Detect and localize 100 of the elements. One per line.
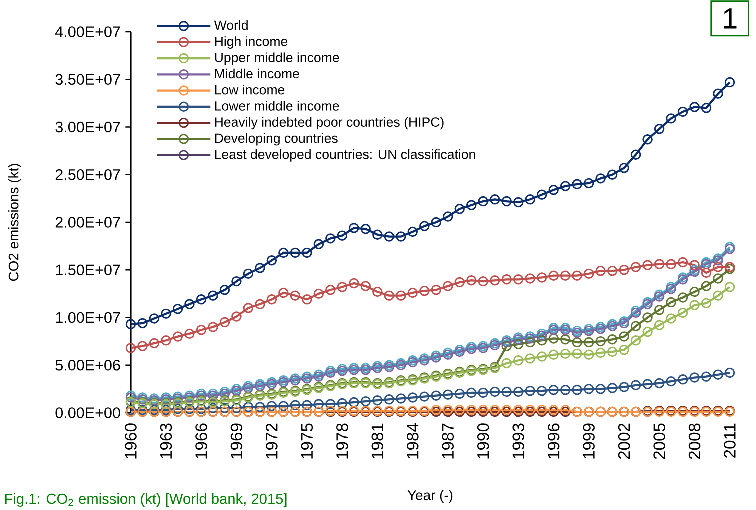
point bbox=[596, 266, 606, 276]
point bbox=[619, 265, 630, 276]
point bbox=[596, 348, 606, 358]
point bbox=[690, 102, 700, 112]
x-tick-label: 1975 bbox=[301, 424, 314, 459]
x-tick-label: 1990 bbox=[477, 424, 490, 459]
point bbox=[255, 263, 266, 274]
point bbox=[536, 190, 548, 200]
point bbox=[701, 298, 712, 309]
point bbox=[584, 178, 594, 189]
point bbox=[349, 397, 360, 408]
point bbox=[607, 346, 618, 358]
point bbox=[278, 401, 289, 412]
point bbox=[630, 150, 642, 160]
point bbox=[502, 274, 512, 285]
point bbox=[513, 339, 524, 350]
point bbox=[607, 266, 618, 276]
point bbox=[443, 281, 454, 292]
point bbox=[337, 398, 348, 409]
y-tick-label: 1.00E+07 bbox=[56, 312, 120, 324]
point bbox=[619, 163, 630, 174]
point bbox=[713, 370, 724, 380]
point bbox=[690, 260, 700, 270]
point bbox=[372, 286, 383, 298]
legend-label: Developing countries bbox=[215, 133, 338, 146]
x-tick-label: 1969 bbox=[230, 424, 243, 459]
point bbox=[196, 404, 207, 414]
point bbox=[337, 230, 348, 241]
point bbox=[384, 290, 395, 301]
point bbox=[548, 334, 559, 344]
point bbox=[138, 318, 148, 329]
point bbox=[513, 274, 524, 285]
point bbox=[502, 341, 512, 352]
point bbox=[724, 368, 736, 378]
point bbox=[126, 319, 136, 330]
point bbox=[678, 106, 688, 118]
point bbox=[278, 248, 289, 258]
point bbox=[149, 338, 160, 349]
point bbox=[572, 179, 582, 190]
point bbox=[408, 288, 418, 298]
point bbox=[630, 336, 642, 346]
point bbox=[384, 394, 395, 405]
point bbox=[701, 268, 712, 278]
point bbox=[161, 336, 172, 346]
point bbox=[184, 299, 195, 310]
point bbox=[525, 194, 536, 205]
point bbox=[149, 314, 160, 324]
point bbox=[584, 384, 594, 394]
legend-label: High income bbox=[215, 36, 288, 49]
point bbox=[337, 282, 348, 292]
point bbox=[678, 257, 688, 268]
y-tick-label: 1.50E+07 bbox=[56, 264, 120, 276]
point bbox=[243, 268, 254, 280]
point bbox=[654, 320, 665, 330]
point bbox=[466, 388, 477, 398]
point bbox=[372, 230, 383, 240]
x-tick-label: 1966 bbox=[196, 424, 208, 459]
point bbox=[326, 399, 336, 410]
point bbox=[196, 294, 207, 305]
legend-label: Low income bbox=[215, 84, 285, 95]
point bbox=[266, 401, 278, 412]
point bbox=[572, 337, 582, 348]
point bbox=[666, 114, 676, 124]
point bbox=[525, 274, 536, 284]
point bbox=[642, 326, 653, 338]
point bbox=[560, 181, 571, 192]
point bbox=[431, 390, 442, 401]
point bbox=[654, 305, 665, 316]
text: 1 bbox=[724, 8, 737, 29]
x-tick-label: 2011 bbox=[724, 424, 736, 458]
point bbox=[290, 248, 301, 258]
point bbox=[396, 394, 406, 404]
point bbox=[536, 352, 548, 362]
x-tick-label: 1963 bbox=[160, 424, 172, 459]
point bbox=[548, 385, 559, 396]
point bbox=[690, 286, 700, 298]
point bbox=[548, 185, 559, 196]
point bbox=[384, 232, 395, 242]
point bbox=[630, 321, 642, 332]
point bbox=[420, 221, 430, 232]
point bbox=[572, 385, 582, 396]
point bbox=[596, 384, 606, 394]
point bbox=[326, 285, 336, 296]
legend-label: Upper middle income bbox=[215, 52, 340, 66]
point bbox=[126, 343, 136, 354]
point bbox=[701, 281, 712, 292]
point bbox=[243, 402, 254, 412]
point bbox=[443, 212, 454, 222]
point bbox=[560, 348, 571, 360]
point bbox=[596, 174, 606, 184]
point bbox=[513, 386, 524, 398]
y-tick-label: 3.00E+07 bbox=[56, 122, 120, 133]
point bbox=[630, 262, 642, 272]
point bbox=[560, 334, 571, 345]
legend-label: Lower middle income bbox=[215, 101, 340, 111]
point bbox=[266, 294, 278, 305]
point bbox=[232, 403, 242, 414]
point bbox=[654, 124, 665, 134]
point bbox=[642, 260, 653, 270]
point bbox=[208, 290, 218, 301]
